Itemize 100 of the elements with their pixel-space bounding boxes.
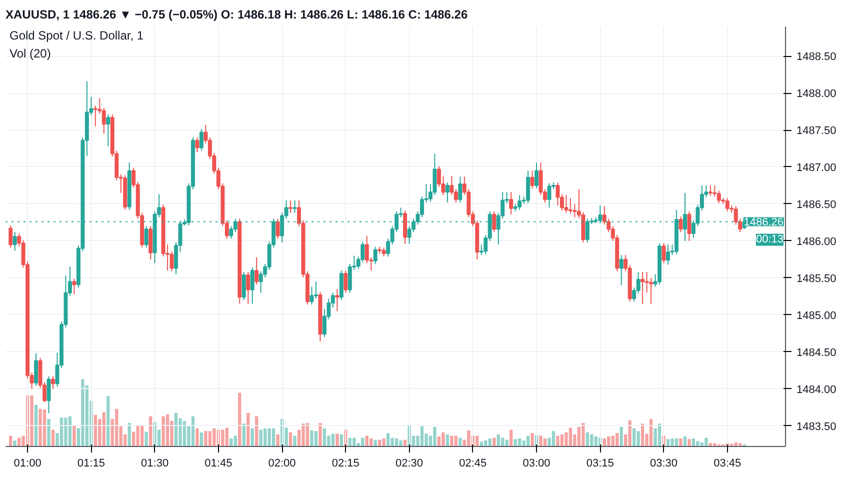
bar bbox=[713, 443, 716, 446]
candlestick bbox=[666, 244, 670, 266]
bar bbox=[196, 428, 199, 446]
text: 00:13 bbox=[756, 234, 784, 246]
x-tick-label: 01:15 bbox=[77, 458, 105, 470]
bar bbox=[590, 434, 594, 446]
bar bbox=[336, 434, 339, 446]
candlestick bbox=[716, 190, 721, 204]
y-tick-label: 1485.50 bbox=[796, 272, 836, 285]
candlestick bbox=[708, 184, 712, 196]
bar bbox=[166, 414, 170, 446]
bar bbox=[526, 436, 530, 446]
candlestick bbox=[310, 286, 314, 306]
x-tick-label: 02:30 bbox=[396, 458, 424, 470]
bar bbox=[81, 379, 84, 446]
candlestick bbox=[344, 270, 348, 294]
bar bbox=[246, 412, 250, 446]
candlestick bbox=[373, 246, 378, 264]
candlestick bbox=[564, 194, 568, 214]
bar bbox=[611, 436, 614, 446]
bar bbox=[636, 431, 640, 446]
bar bbox=[386, 433, 390, 446]
x-tick-label: 01:30 bbox=[141, 458, 169, 470]
chart-title: Vol (20) bbox=[10, 46, 51, 60]
bar bbox=[144, 432, 148, 446]
bar bbox=[632, 428, 636, 446]
candlestick bbox=[51, 376, 55, 390]
x-tick-label: 02:15 bbox=[332, 458, 360, 470]
bar bbox=[446, 434, 450, 446]
bar bbox=[51, 430, 55, 446]
bar bbox=[340, 434, 344, 446]
bar bbox=[34, 404, 38, 446]
y-tick-label: 1487.00 bbox=[796, 162, 836, 174]
candlestick bbox=[335, 288, 340, 312]
bar bbox=[208, 431, 212, 446]
bar bbox=[302, 424, 305, 446]
bar bbox=[586, 432, 590, 446]
bar bbox=[263, 428, 267, 446]
y-tick-label: 1487.50 bbox=[796, 125, 836, 138]
bar bbox=[318, 422, 322, 446]
bar bbox=[552, 431, 556, 446]
bar bbox=[399, 440, 402, 446]
bar bbox=[688, 439, 691, 446]
bar bbox=[310, 430, 314, 446]
candlestick bbox=[250, 267, 254, 304]
bar bbox=[331, 434, 335, 446]
candlestick bbox=[8, 224, 13, 248]
candlestick bbox=[518, 194, 522, 210]
candlestick bbox=[72, 278, 76, 295]
bar bbox=[530, 433, 534, 446]
bar bbox=[42, 410, 46, 446]
bar bbox=[505, 440, 508, 446]
candlestick bbox=[195, 136, 200, 153]
candlestick bbox=[12, 232, 17, 252]
bar bbox=[616, 433, 619, 446]
bar bbox=[136, 424, 140, 446]
bar bbox=[679, 438, 682, 446]
chart-title: XAUUSD, 1 1486.26 ▼ −0.75 (−0.05%) O: 1486.18 H: 1486.26 L: 1486.16 C: 1486.26 bbox=[6, 8, 468, 22]
bar bbox=[365, 436, 368, 446]
bar bbox=[94, 414, 98, 446]
candlestick bbox=[509, 192, 514, 215]
candlestick bbox=[492, 210, 496, 233]
x-tick-label: 03:00 bbox=[522, 458, 550, 470]
bar bbox=[259, 430, 262, 446]
candlestick bbox=[314, 281, 318, 300]
candlestick bbox=[288, 200, 293, 214]
candlestick bbox=[458, 176, 462, 203]
bar bbox=[276, 434, 280, 446]
bar bbox=[106, 396, 110, 446]
bar bbox=[38, 408, 42, 446]
bar bbox=[225, 428, 228, 446]
bar bbox=[454, 436, 458, 446]
bar bbox=[560, 434, 564, 446]
x-tick-label: 03:45 bbox=[714, 458, 742, 470]
candlestick bbox=[292, 200, 297, 214]
candlestick bbox=[276, 218, 280, 240]
candlestick bbox=[339, 270, 344, 301]
bar bbox=[234, 436, 237, 446]
bar bbox=[467, 430, 470, 446]
bar bbox=[696, 441, 700, 446]
x-tick-label: 01:45 bbox=[204, 458, 232, 470]
bar bbox=[30, 395, 34, 446]
bar bbox=[13, 440, 16, 446]
bar bbox=[60, 418, 64, 446]
chart-subtitle: Gold Spot / U.S. Dollar, 1 bbox=[10, 28, 144, 42]
candlestick bbox=[526, 170, 530, 204]
bar bbox=[704, 438, 708, 446]
candlestick bbox=[102, 107, 106, 134]
bar bbox=[628, 420, 632, 446]
bar bbox=[174, 412, 178, 446]
candlestick bbox=[246, 271, 250, 304]
candlestick bbox=[199, 128, 204, 152]
bar bbox=[272, 428, 276, 446]
x-tick-label: 02:00 bbox=[268, 458, 296, 470]
x-tick-label: 03:15 bbox=[586, 458, 614, 470]
bar bbox=[293, 436, 296, 446]
candlestick bbox=[34, 352, 38, 386]
y-tick-label: 1488.00 bbox=[796, 88, 836, 100]
bar bbox=[212, 428, 216, 446]
bar bbox=[556, 436, 560, 446]
